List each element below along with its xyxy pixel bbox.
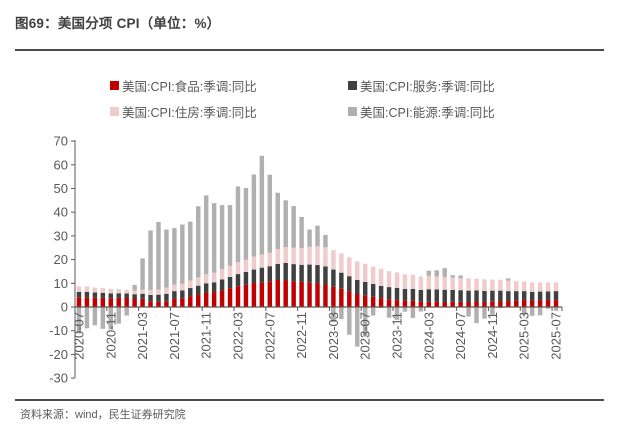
- chart-title: 图69：美国分项 CPI（单位：%）: [15, 16, 221, 31]
- svg-text:-10: -10: [49, 323, 68, 338]
- chart-legend: 美国:CPI:食品:季调:同比 美国:CPI:服务:季调:同比 美国:CPI:住…: [110, 72, 495, 124]
- svg-text:2022-07: 2022-07: [262, 312, 277, 360]
- legend-label-housing: 美国:CPI:住房:季调:同比: [122, 105, 257, 120]
- food-series-swatch-icon: [110, 80, 119, 90]
- svg-text:-30: -30: [49, 371, 68, 386]
- svg-text:10: 10: [54, 276, 68, 291]
- legend-label-services: 美国:CPI:服务:季调:同比: [360, 79, 495, 94]
- housing-series-swatch-icon: [110, 106, 119, 116]
- svg-text:2021-03: 2021-03: [135, 312, 150, 360]
- svg-text:2022-11: 2022-11: [294, 312, 309, 359]
- footer-divider: [15, 399, 604, 401]
- legend-item-housing: 美国:CPI:住房:季调:同比: [110, 102, 348, 121]
- svg-text:70: 70: [54, 134, 68, 149]
- source-note: 资料来源：wind，民生证券研究院: [20, 409, 186, 421]
- svg-text:0: 0: [61, 300, 68, 315]
- legend-label-energy: 美国:CPI:能源:季调:同比: [360, 105, 495, 120]
- services-series-swatch-icon: [348, 80, 357, 90]
- svg-text:2023-07: 2023-07: [358, 312, 373, 360]
- svg-text:2021-11: 2021-11: [199, 312, 214, 359]
- svg-text:2020-07: 2020-07: [71, 312, 86, 360]
- legend-item-food: 美国:CPI:食品:季调:同比: [110, 76, 348, 95]
- svg-text:2024-03: 2024-03: [421, 312, 436, 360]
- svg-text:60: 60: [54, 157, 68, 172]
- legend-item-services: 美国:CPI:服务:季调:同比: [348, 76, 495, 95]
- svg-text:40: 40: [54, 205, 68, 220]
- svg-text:2023-11: 2023-11: [390, 312, 405, 359]
- svg-text:2024-07: 2024-07: [453, 312, 468, 360]
- svg-text:2020-11: 2020-11: [103, 312, 118, 359]
- legend-item-energy: 美国:CPI:能源:季调:同比: [348, 102, 495, 121]
- svg-text:2023-03: 2023-03: [326, 312, 341, 360]
- svg-text:2022-03: 2022-03: [230, 312, 245, 360]
- svg-text:-20: -20: [49, 347, 68, 362]
- svg-text:2025-03: 2025-03: [517, 312, 532, 360]
- svg-text:50: 50: [54, 181, 68, 196]
- svg-text:20: 20: [54, 252, 68, 267]
- energy-series-swatch-icon: [348, 106, 357, 116]
- svg-text:30: 30: [54, 228, 68, 243]
- svg-text:2021-07: 2021-07: [167, 312, 182, 360]
- legend-label-food: 美国:CPI:食品:季调:同比: [122, 79, 257, 94]
- title-divider: [15, 49, 604, 51]
- svg-text:2025-07: 2025-07: [549, 312, 564, 360]
- svg-text:2024-11: 2024-11: [485, 312, 500, 359]
